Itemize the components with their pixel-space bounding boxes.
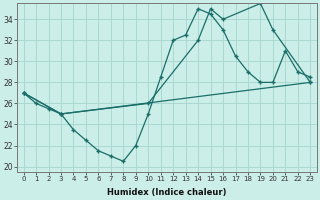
X-axis label: Humidex (Indice chaleur): Humidex (Indice chaleur) bbox=[107, 188, 227, 197]
